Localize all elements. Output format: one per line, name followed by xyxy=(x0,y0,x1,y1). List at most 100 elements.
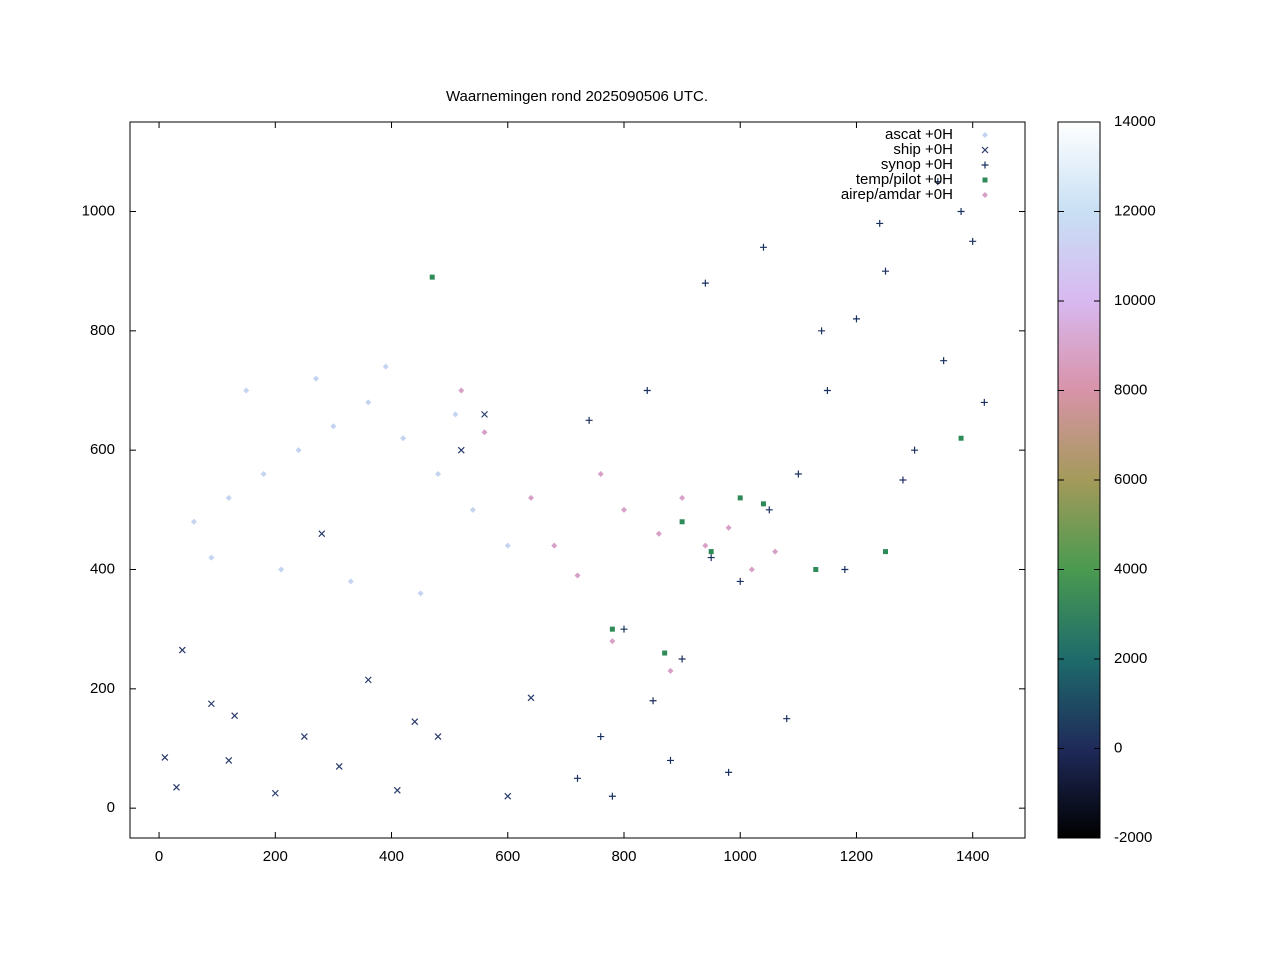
colorbar-label: 2000 xyxy=(1114,650,1147,667)
x-tick-label: 400 xyxy=(379,848,404,865)
data-point xyxy=(411,718,419,726)
data-point xyxy=(231,712,239,720)
data-point xyxy=(969,237,977,245)
data-point xyxy=(702,542,709,549)
legend-marker xyxy=(982,177,988,183)
data-point xyxy=(813,567,819,572)
legend-marker xyxy=(982,192,988,198)
data-point xyxy=(678,655,686,663)
colorbar-label: 6000 xyxy=(1114,471,1147,488)
data-point xyxy=(393,786,401,794)
data-point xyxy=(207,700,215,708)
colorbar-label: 4000 xyxy=(1114,560,1147,577)
data-point xyxy=(278,566,285,573)
data-point xyxy=(958,435,964,441)
data-point xyxy=(452,411,459,418)
data-point xyxy=(318,530,326,538)
y-tick-label: 400 xyxy=(90,560,115,577)
data-point xyxy=(208,554,215,561)
colorbar-label: 8000 xyxy=(1114,381,1147,398)
data-point xyxy=(957,208,965,215)
data-point xyxy=(823,387,831,394)
data-point xyxy=(911,446,919,454)
data-point xyxy=(225,494,232,501)
data-point xyxy=(429,274,435,280)
data-point xyxy=(574,774,581,782)
data-point xyxy=(364,676,372,684)
legend-label: synop +0H xyxy=(881,156,953,173)
data-point xyxy=(725,524,732,531)
data-point xyxy=(457,446,465,454)
chart-title: Waarnemingen rond 2025090506 UTC. xyxy=(446,88,708,105)
data-point xyxy=(225,757,233,764)
data-point xyxy=(882,267,890,275)
y-tick-label: 800 xyxy=(90,322,115,339)
data-point xyxy=(481,429,488,436)
data-point xyxy=(748,566,755,573)
legend-label: ascat +0H xyxy=(885,126,953,143)
data-point xyxy=(783,715,791,723)
data-point xyxy=(899,476,907,484)
data-point xyxy=(620,625,628,633)
data-point xyxy=(655,530,662,537)
data-point xyxy=(400,435,407,442)
data-point xyxy=(841,566,849,573)
data-point xyxy=(765,506,773,514)
data-point xyxy=(934,178,942,186)
data-point xyxy=(504,792,512,800)
y-tick-label: 200 xyxy=(90,680,115,697)
data-point xyxy=(643,387,651,394)
data-point xyxy=(725,768,733,776)
data-point xyxy=(504,542,511,549)
data-point xyxy=(173,783,180,791)
data-point xyxy=(701,279,709,287)
data-point xyxy=(161,754,169,761)
data-point xyxy=(312,375,319,382)
data-point xyxy=(271,789,279,797)
data-point xyxy=(597,733,605,741)
data-point xyxy=(260,471,267,478)
x-tick-label: 1200 xyxy=(840,848,873,865)
data-point xyxy=(434,733,442,740)
data-point xyxy=(347,578,354,585)
data-point xyxy=(295,447,302,454)
data-point xyxy=(382,363,389,370)
data-point xyxy=(527,694,535,702)
data-point xyxy=(417,590,424,597)
x-tick-label: 600 xyxy=(495,848,520,865)
y-tick-label: 0 xyxy=(107,799,115,816)
colorbar-label: -2000 xyxy=(1114,829,1152,846)
data-point xyxy=(469,506,476,513)
data-point xyxy=(365,399,372,406)
x-tick-label: 1400 xyxy=(956,848,989,865)
data-point xyxy=(852,315,860,323)
legend-marker xyxy=(981,161,989,169)
x-tick-label: 0 xyxy=(155,848,163,865)
legend-label: temp/pilot +0H xyxy=(856,171,953,188)
legend-label: ship +0H xyxy=(893,141,953,158)
data-point xyxy=(759,243,767,251)
data-point xyxy=(481,410,488,418)
x-tick-label: 1000 xyxy=(724,848,757,865)
data-point xyxy=(883,549,889,555)
data-point xyxy=(772,548,779,555)
data-point xyxy=(300,733,308,740)
data-point xyxy=(679,519,685,525)
data-point xyxy=(609,626,615,632)
colorbar-label: 10000 xyxy=(1114,292,1156,309)
data-point xyxy=(574,572,581,579)
plot-frame xyxy=(129,121,1026,839)
x-tick-label: 200 xyxy=(263,848,288,865)
data-point xyxy=(662,650,668,656)
data-point xyxy=(608,792,616,800)
data-point xyxy=(178,646,186,654)
colorbar xyxy=(1057,121,1101,839)
data-point xyxy=(818,327,826,335)
legend-marker xyxy=(981,146,989,154)
data-point xyxy=(597,471,604,478)
data-point xyxy=(551,542,558,549)
legend-label: airep/amdar +0H xyxy=(841,186,953,203)
y-tick-label: 1000 xyxy=(82,202,115,219)
data-point xyxy=(435,471,442,478)
